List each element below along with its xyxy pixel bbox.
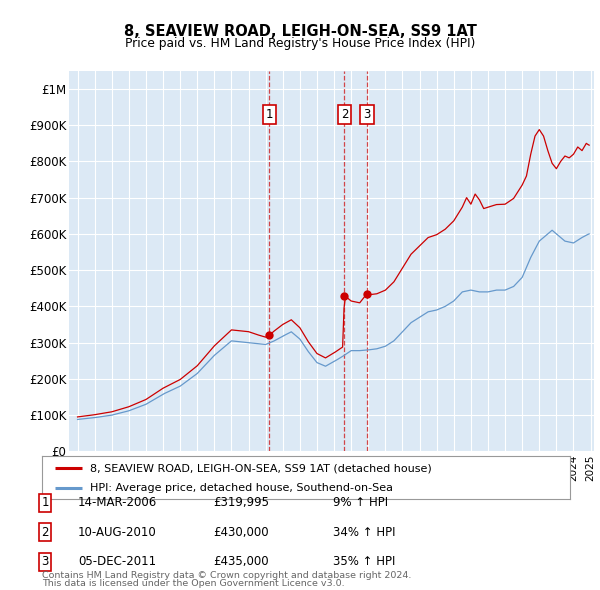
- Text: £435,000: £435,000: [213, 555, 269, 568]
- Text: 05-DEC-2011: 05-DEC-2011: [78, 555, 156, 568]
- Text: Contains HM Land Registry data © Crown copyright and database right 2024.: Contains HM Land Registry data © Crown c…: [42, 571, 412, 580]
- Text: 8, SEAVIEW ROAD, LEIGH-ON-SEA, SS9 1AT (detached house): 8, SEAVIEW ROAD, LEIGH-ON-SEA, SS9 1AT (…: [89, 464, 431, 474]
- Text: 34% ↑ HPI: 34% ↑ HPI: [333, 526, 395, 539]
- Text: £319,995: £319,995: [213, 496, 269, 509]
- Text: 2: 2: [41, 526, 49, 539]
- Text: 10-AUG-2010: 10-AUG-2010: [78, 526, 157, 539]
- Text: 14-MAR-2006: 14-MAR-2006: [78, 496, 157, 509]
- Text: 3: 3: [363, 108, 371, 121]
- Text: HPI: Average price, detached house, Southend-on-Sea: HPI: Average price, detached house, Sout…: [89, 483, 392, 493]
- Text: This data is licensed under the Open Government Licence v3.0.: This data is licensed under the Open Gov…: [42, 579, 344, 588]
- Text: 35% ↑ HPI: 35% ↑ HPI: [333, 555, 395, 568]
- Text: 8, SEAVIEW ROAD, LEIGH-ON-SEA, SS9 1AT: 8, SEAVIEW ROAD, LEIGH-ON-SEA, SS9 1AT: [124, 24, 476, 38]
- Text: Price paid vs. HM Land Registry's House Price Index (HPI): Price paid vs. HM Land Registry's House …: [125, 37, 475, 50]
- Text: 1: 1: [266, 108, 273, 121]
- Text: 3: 3: [41, 555, 49, 568]
- Text: £430,000: £430,000: [213, 526, 269, 539]
- Text: 1: 1: [41, 496, 49, 509]
- Text: 2: 2: [341, 108, 348, 121]
- Text: 9% ↑ HPI: 9% ↑ HPI: [333, 496, 388, 509]
